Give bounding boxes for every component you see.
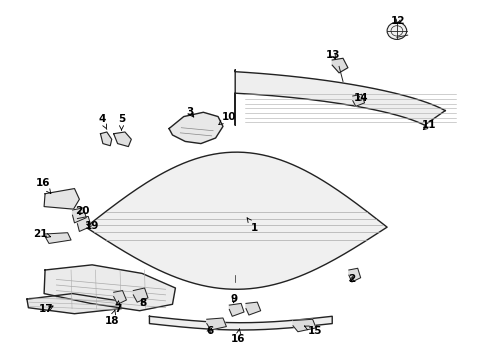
- Polygon shape: [349, 268, 361, 282]
- Text: 20: 20: [75, 206, 90, 216]
- Text: 12: 12: [391, 15, 405, 26]
- Polygon shape: [207, 318, 226, 330]
- Text: 8: 8: [140, 298, 147, 309]
- Text: 18: 18: [104, 310, 119, 325]
- Text: 6: 6: [206, 326, 213, 336]
- Polygon shape: [353, 94, 365, 106]
- Polygon shape: [44, 189, 79, 209]
- Text: 13: 13: [326, 50, 341, 60]
- Polygon shape: [235, 70, 445, 125]
- Polygon shape: [229, 303, 244, 316]
- Text: 16: 16: [36, 179, 51, 194]
- Text: 11: 11: [421, 120, 436, 130]
- Polygon shape: [169, 112, 223, 144]
- Text: 17: 17: [39, 305, 54, 314]
- Text: 19: 19: [85, 221, 99, 231]
- Polygon shape: [45, 233, 71, 243]
- Text: 21: 21: [33, 229, 50, 239]
- Text: 3: 3: [187, 107, 194, 117]
- Polygon shape: [44, 265, 175, 311]
- Text: 5: 5: [118, 114, 125, 130]
- Text: 1: 1: [247, 218, 258, 233]
- Polygon shape: [133, 288, 148, 302]
- Polygon shape: [293, 319, 316, 332]
- Polygon shape: [332, 58, 348, 73]
- Text: 16: 16: [230, 329, 245, 345]
- Polygon shape: [86, 152, 387, 289]
- Text: 4: 4: [98, 114, 107, 130]
- Polygon shape: [77, 216, 91, 231]
- Polygon shape: [246, 302, 261, 315]
- Text: 9: 9: [231, 294, 238, 304]
- Text: 15: 15: [304, 326, 322, 336]
- Circle shape: [387, 22, 407, 40]
- Polygon shape: [149, 316, 332, 330]
- Text: 2: 2: [348, 274, 355, 284]
- Polygon shape: [100, 132, 112, 146]
- Polygon shape: [114, 132, 131, 147]
- Text: 14: 14: [354, 93, 369, 103]
- Polygon shape: [73, 208, 86, 223]
- Text: 10: 10: [219, 112, 237, 125]
- Polygon shape: [114, 291, 126, 304]
- Polygon shape: [27, 293, 122, 314]
- Text: 7: 7: [114, 301, 122, 314]
